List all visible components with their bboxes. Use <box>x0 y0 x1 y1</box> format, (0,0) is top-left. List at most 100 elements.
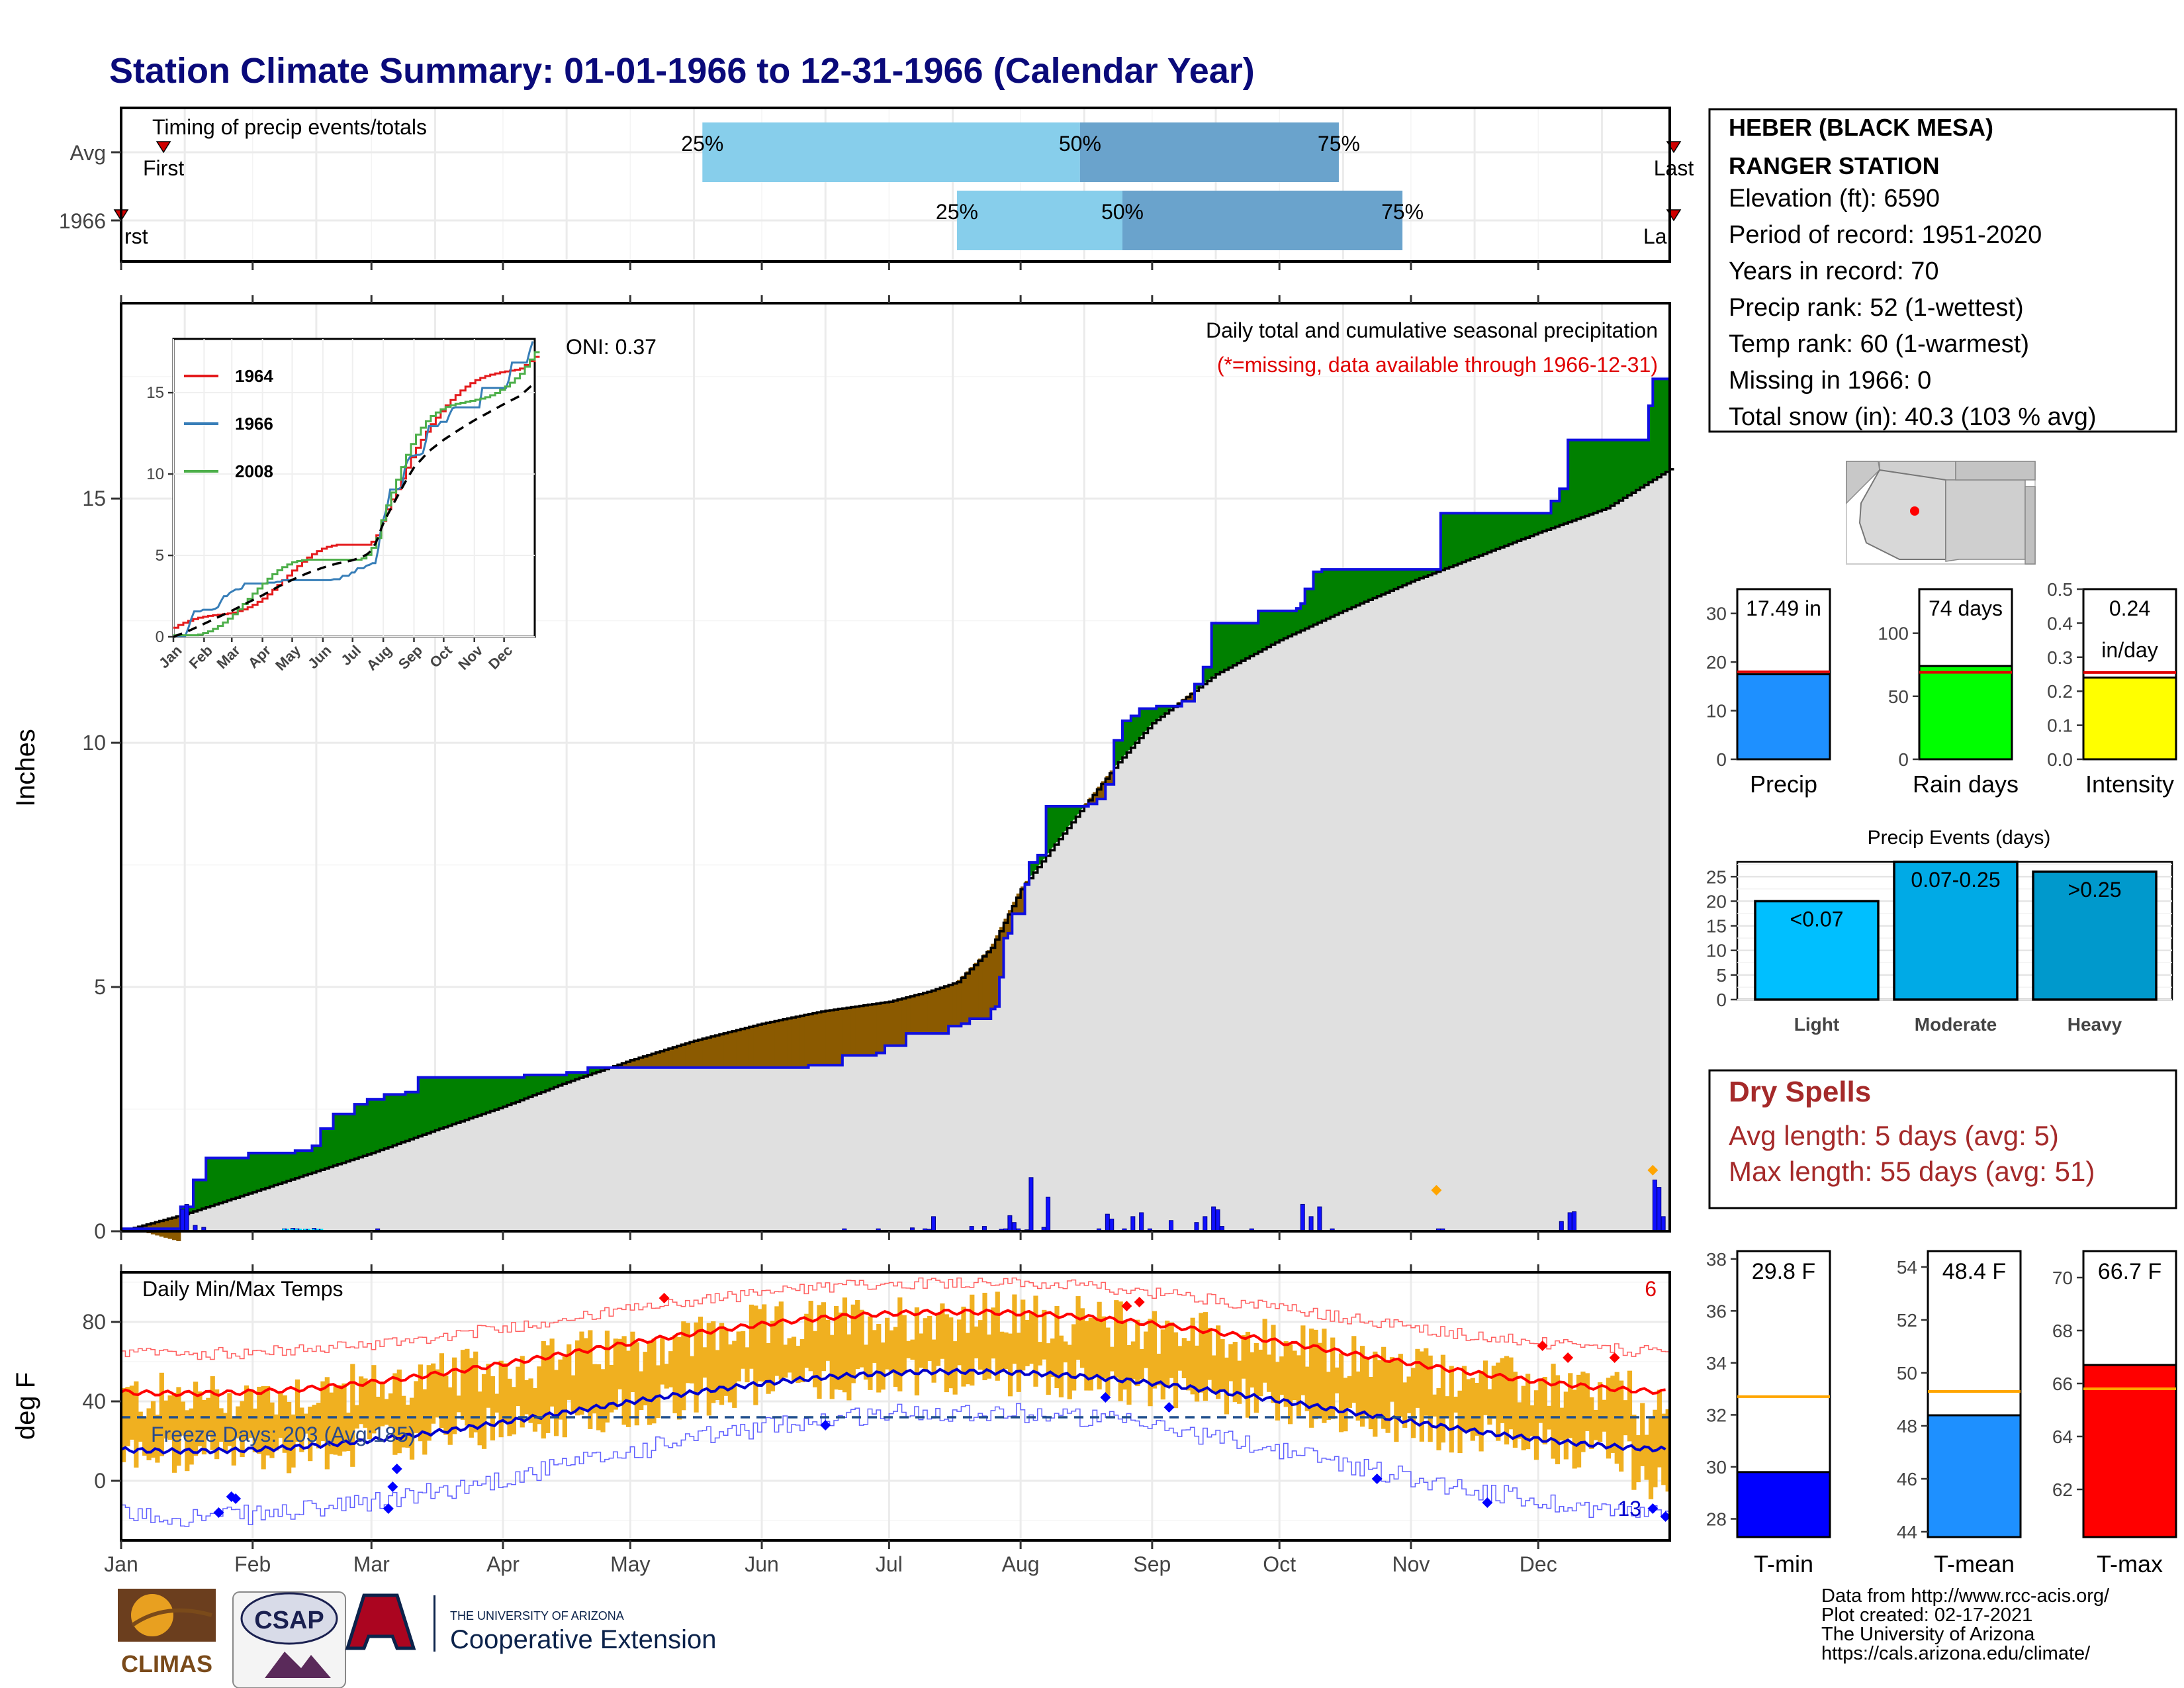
record-low-marker <box>1100 1392 1111 1403</box>
wetter-area <box>269 1152 275 1186</box>
wetter-area <box>1126 720 1132 751</box>
temp-daily-bar <box>337 1385 343 1456</box>
wetter-area <box>396 1094 402 1143</box>
wetter-area <box>567 1072 572 1082</box>
wetter-area <box>1563 489 1569 523</box>
temp-daily-bar <box>1657 1389 1662 1468</box>
events-ytick-label: 20 <box>1706 891 1727 912</box>
wetter-area <box>1042 855 1047 859</box>
drier-area <box>956 980 962 1027</box>
wetter-area <box>1665 379 1670 471</box>
timing-pct-label: 75% <box>1318 132 1360 156</box>
drier-area <box>770 1021 775 1068</box>
temp-daily-bar <box>1186 1340 1191 1391</box>
summary-category-label: Rain days <box>1913 771 2019 798</box>
temp-daily-bar <box>1551 1364 1556 1459</box>
temp-summary-ytick-label: 28 <box>1706 1509 1727 1530</box>
wetter-area <box>363 1104 368 1156</box>
drier-area <box>163 1219 169 1229</box>
wetter-area <box>248 1152 253 1194</box>
summary-bars: 0 10 20 30 17.49 in Precip 0 50 100 74 days Rain d… <box>1706 579 2177 798</box>
temp-daily-bar <box>647 1342 653 1425</box>
summary-ytick-label: 0.3 <box>2047 647 2073 668</box>
climas-text: CLIMAS <box>121 1650 212 1677</box>
daily-precip-bar <box>1300 1203 1305 1232</box>
inset-month-label: Oct <box>426 641 455 671</box>
wetter-area <box>1648 405 1654 481</box>
temp-daily-bar <box>1538 1378 1543 1423</box>
drier-area <box>723 1033 729 1068</box>
events-category-label: Light <box>1794 1014 1839 1035</box>
daily-precip-bar <box>1572 1211 1577 1232</box>
temp-daily-bar <box>329 1392 334 1454</box>
avg-tmax-line <box>120 1308 1666 1397</box>
events-ytick-label: 10 <box>1706 941 1727 961</box>
temp-daily-bar <box>1046 1343 1051 1395</box>
precip-ytick-label: 15 <box>82 487 106 510</box>
temp-daily-bar <box>1487 1389 1492 1425</box>
drier-area <box>621 1062 627 1068</box>
temp-daily-bar <box>1169 1322 1174 1378</box>
drier-area <box>935 988 941 1034</box>
wetter-area <box>1406 569 1412 583</box>
record-low-count: 13 <box>1617 1497 1641 1521</box>
wetter-area <box>570 1072 576 1080</box>
temp-summary-ytick-label: 38 <box>1706 1249 1727 1270</box>
temp-daily-bar <box>745 1347 750 1383</box>
temp-daily-bar <box>1262 1319 1267 1383</box>
wetter-area <box>1338 569 1344 612</box>
wetter-area <box>333 1113 338 1165</box>
temp-ytick-label: 80 <box>82 1310 106 1334</box>
dry-spells-frame <box>1708 1069 2177 1209</box>
wetter-area <box>1440 513 1445 570</box>
temp-daily-bar <box>1410 1368 1416 1438</box>
timing-pct-label: 50% <box>1059 132 1101 156</box>
temp-daily-bar <box>1584 1373 1590 1431</box>
temp-summary-value-label: 48.4 F <box>1942 1259 2006 1284</box>
station-marker <box>1910 506 1919 516</box>
drier-area <box>804 1014 809 1068</box>
drier-area <box>715 1035 720 1068</box>
temp-daily-bar <box>282 1395 287 1453</box>
summary-category-label: Intensity <box>2085 771 2174 798</box>
temp-daily-bar <box>1576 1374 1582 1468</box>
temp-daily-bar <box>1598 1382 1603 1442</box>
wetter-area <box>1424 569 1429 576</box>
temp-daily-bar <box>562 1356 567 1438</box>
wetter-area <box>405 1092 410 1141</box>
temp-summary-value-label: 66.7 F <box>2098 1259 2161 1284</box>
temp-daily-bar <box>583 1338 589 1411</box>
station-name-line1: HEBER (BLACK MESA) <box>1729 114 1993 141</box>
wetter-area <box>426 1077 432 1133</box>
wetter-area <box>1394 569 1399 588</box>
temp-daily-bar <box>549 1338 555 1407</box>
drier-area <box>757 1024 762 1068</box>
temp-daily-bar <box>672 1335 678 1413</box>
timing-pct-label: 25% <box>936 200 978 224</box>
temp-daily-bar <box>1517 1402 1522 1439</box>
csap-text: CSAP <box>254 1607 324 1634</box>
temp-daily-bar <box>762 1304 767 1382</box>
drier-area <box>876 1003 882 1053</box>
wetter-area <box>1487 513 1492 552</box>
temp-daily-bar <box>1075 1296 1081 1360</box>
month-label: Oct <box>1263 1552 1296 1576</box>
temp-summary-ytick-label: 50 <box>1897 1363 1917 1383</box>
temp-daily-bar <box>1504 1356 1510 1445</box>
temp-daily-bar <box>193 1382 199 1456</box>
wetter-area <box>1602 440 1607 510</box>
drier-area <box>625 1060 631 1068</box>
wetter-area <box>1593 440 1598 512</box>
record-high-marker <box>659 1293 670 1303</box>
wetter-area <box>1631 440 1637 492</box>
inset-legend-label: 1966 <box>235 414 273 434</box>
temp-daily-bar <box>1555 1375 1561 1464</box>
drier-area <box>634 1058 639 1068</box>
wetter-area <box>388 1094 394 1147</box>
freeze-days-label: Freeze Days: 203 (Avg:185) <box>151 1423 416 1446</box>
wetter-area <box>1644 440 1649 484</box>
temp-daily-bar <box>516 1366 521 1407</box>
record-low-marker <box>820 1420 831 1430</box>
temp-daily-bar <box>1512 1372 1518 1448</box>
